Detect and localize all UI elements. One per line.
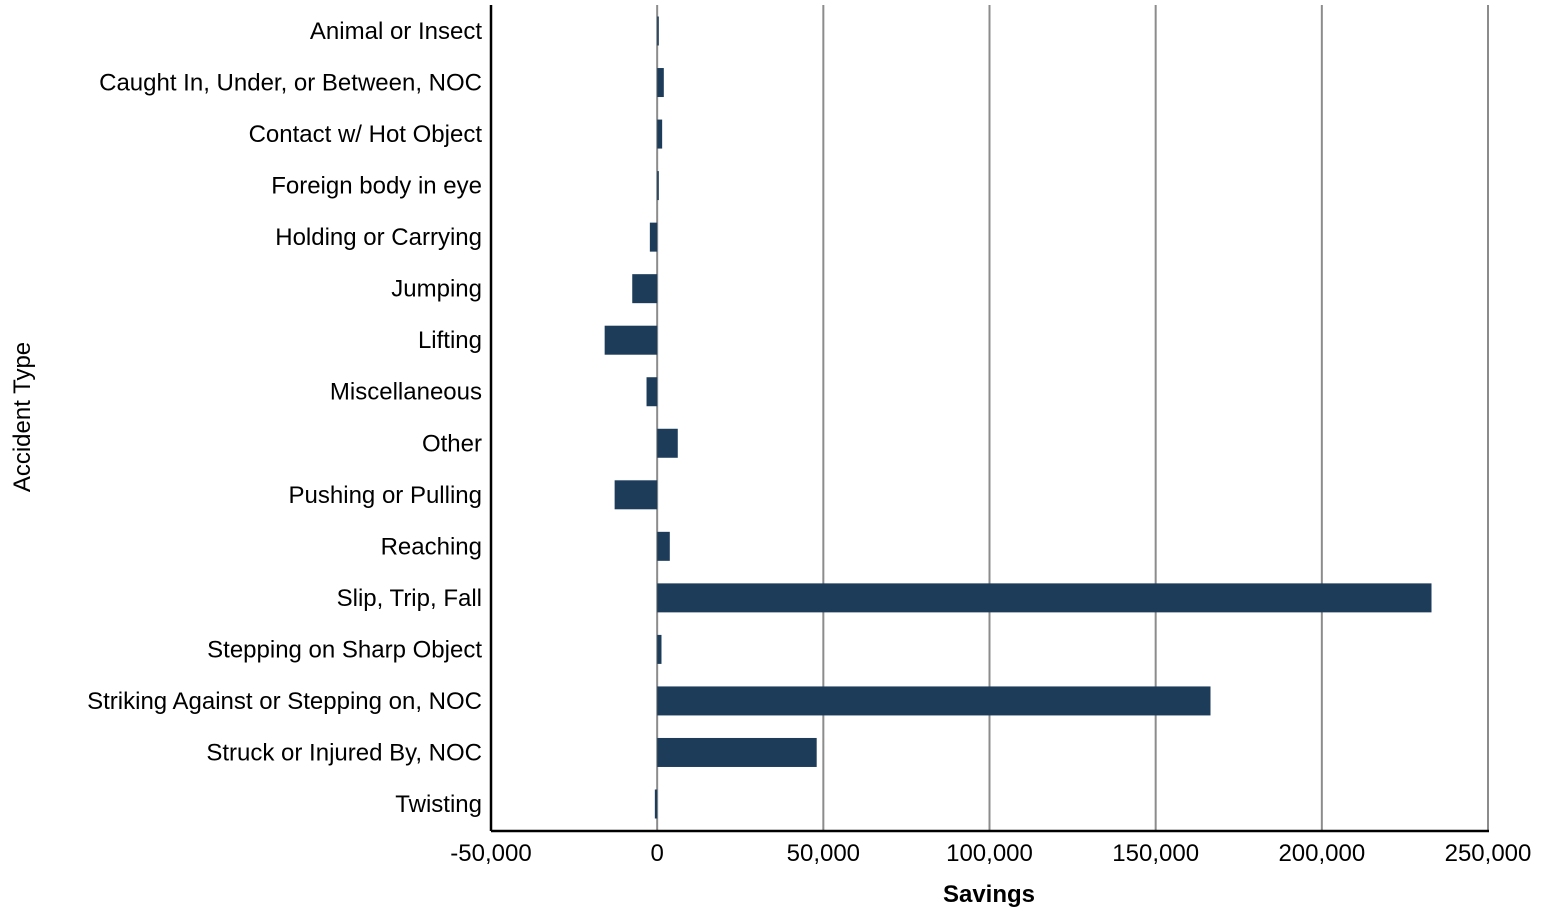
bar	[614, 480, 658, 510]
category-label: Stepping on Sharp Object	[207, 636, 482, 663]
x-tick-label: 250,000	[1445, 840, 1532, 867]
bar	[657, 171, 659, 201]
y-axis-title: Accident Type	[9, 342, 36, 492]
x-axis-title: Savings	[943, 881, 1035, 908]
bar	[604, 325, 658, 355]
x-tick-label: 150,000	[1112, 840, 1199, 867]
bar	[657, 531, 670, 561]
x-tick-labels: -50,000 0 50,000 100,000 150,000 200,000 250,0…	[450, 840, 1531, 867]
bars	[604, 16, 1432, 819]
bar	[646, 377, 658, 407]
x-tick-label: 100,000	[946, 840, 1033, 867]
bar	[657, 119, 663, 149]
bar	[657, 583, 1432, 613]
category-label: Contact w/ Hot Object	[249, 121, 483, 148]
category-label: Pushing or Pulling	[289, 482, 482, 509]
x-tick-label: 0	[650, 840, 663, 867]
axes	[489, 5, 1489, 833]
category-label: Jumping	[391, 276, 482, 303]
bar	[657, 686, 1211, 716]
bar	[654, 789, 658, 819]
category-label: Miscellaneous	[330, 379, 482, 406]
bar	[657, 16, 659, 46]
bar	[657, 737, 817, 767]
category-label: Holding or Carrying	[275, 224, 482, 251]
x-tick-label: 50,000	[787, 840, 860, 867]
category-label: Lifting	[418, 327, 482, 354]
bar	[649, 222, 658, 252]
x-tick-label: -50,000	[450, 840, 531, 867]
x-tick-label: 200,000	[1278, 840, 1365, 867]
category-label: Twisting	[395, 791, 482, 818]
category-label: Striking Against or Stepping on, NOC	[87, 688, 482, 715]
bar	[657, 634, 662, 664]
bar	[657, 68, 664, 98]
category-label: Reaching	[381, 533, 482, 560]
bar	[632, 274, 658, 304]
category-label: Slip, Trip, Fall	[337, 585, 482, 612]
category-label: Animal or Insect	[310, 18, 482, 45]
category-label: Other	[422, 430, 482, 457]
category-labels: Animal or Insect Caught In, Under, or Bet…	[87, 18, 482, 818]
category-label: Foreign body in eye	[271, 173, 482, 200]
category-label: Caught In, Under, or Between, NOC	[99, 70, 482, 97]
category-label: Struck or Injured By, NOC	[206, 739, 482, 766]
bar	[657, 428, 678, 458]
